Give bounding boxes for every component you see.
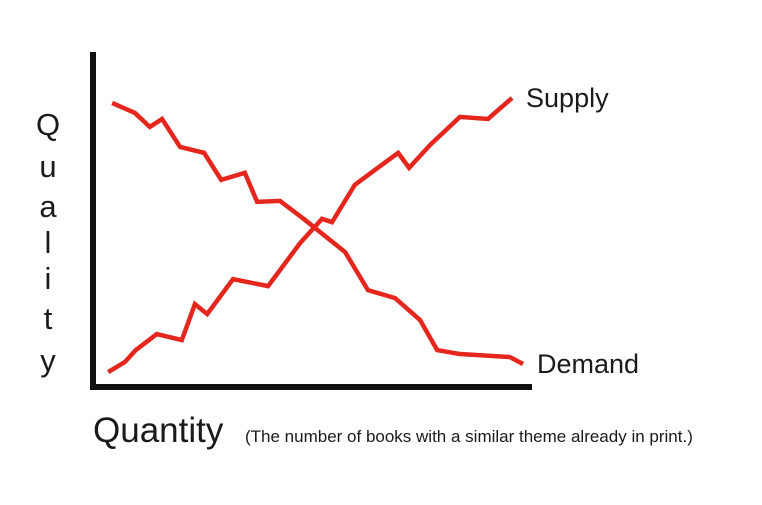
series-label: Supply xyxy=(526,83,609,113)
line xyxy=(107,96,514,374)
x-axis-label: Quantity xyxy=(93,411,224,450)
line xyxy=(111,100,525,367)
x-axis-note: (The number of books with a similar them… xyxy=(245,427,693,446)
series-label: Demand xyxy=(537,349,639,379)
